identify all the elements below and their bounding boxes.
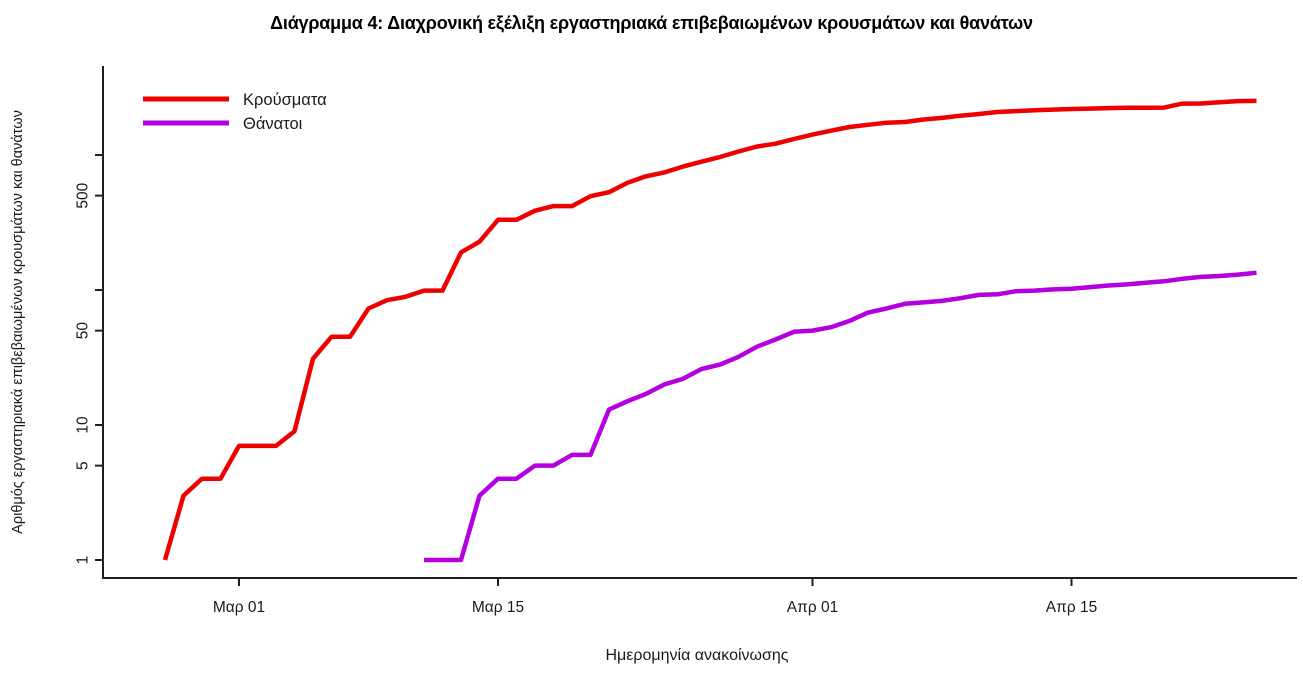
y-tick-label: 50	[74, 322, 91, 340]
y-tick-label: 1	[74, 556, 91, 565]
y-axis-ticks: 1 5 10 50 500	[74, 154, 103, 565]
y-tick-label: 500	[74, 182, 91, 208]
y-axis-title: Αριθμός εργαστηριακά επιβεβαιωμένων κρου…	[10, 110, 26, 534]
y-tick-label: 10	[74, 416, 91, 434]
legend-label-cases: Κρούσματα	[243, 91, 327, 109]
legend-label-deaths: Θάνατοι	[243, 115, 303, 133]
x-tick-label: Απρ 15	[1046, 599, 1097, 616]
y-tick-label: 5	[74, 461, 91, 470]
deaths-line	[424, 270, 1257, 563]
x-axis-ticks: Μαρ 01 Μαρ 15 Απρ 01 Απρ 15	[213, 578, 1097, 616]
x-tick-label: Μαρ 15	[472, 599, 524, 616]
x-tick-label: Απρ 01	[787, 599, 838, 616]
axis-spines	[102, 66, 1297, 579]
cases-line	[162, 98, 1257, 561]
series-lines	[162, 98, 1257, 563]
chart-title: Διάγραμμα 4: Διαχρονική εξέλιξη εργαστηρ…	[270, 13, 1033, 33]
x-tick-label: Μαρ 01	[213, 599, 265, 616]
legend: Κρούσματα Θάνατοι	[143, 91, 327, 133]
x-axis-title: Ημερομηνία ανακοίνωσης	[605, 647, 788, 664]
